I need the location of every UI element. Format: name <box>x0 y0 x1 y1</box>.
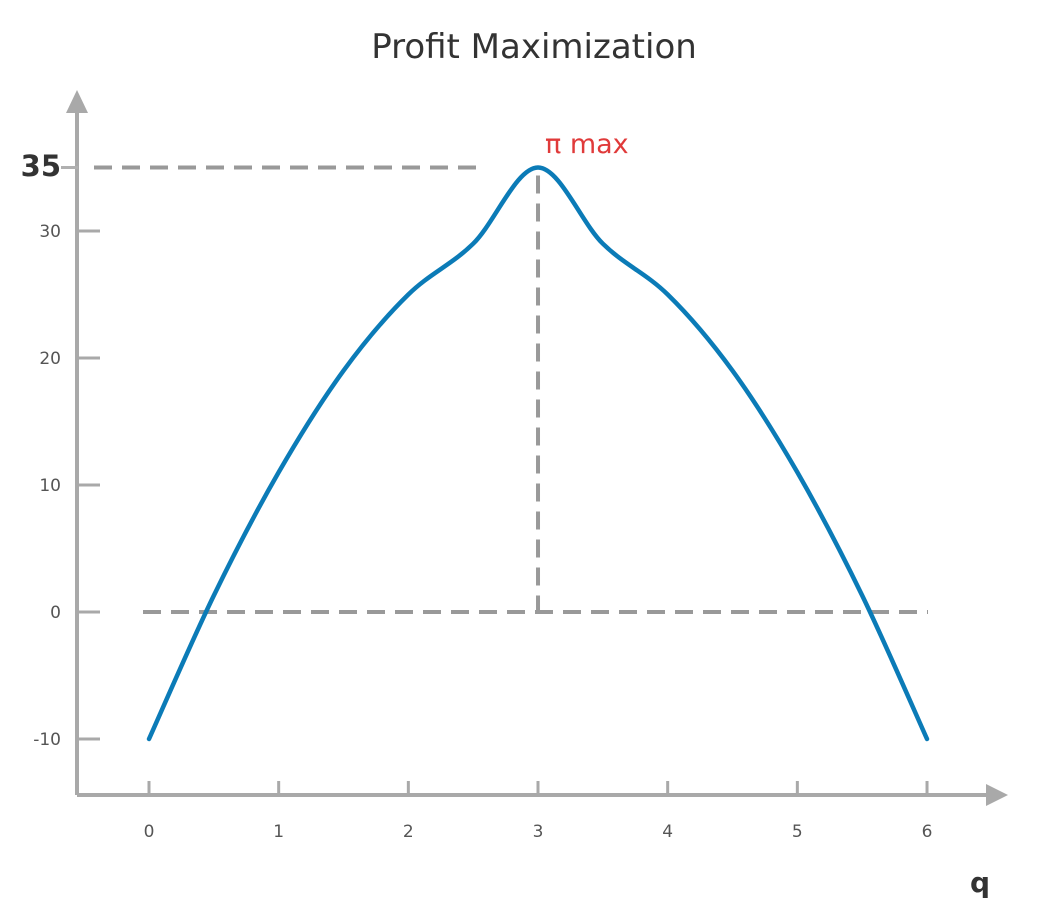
chart-title: Profit Maximization <box>371 27 697 67</box>
y-tick-label-30: 30 <box>39 222 61 242</box>
profit-curve <box>146 165 930 742</box>
x-axis-arrow <box>986 784 1008 806</box>
x-tick-label-2: 2 <box>403 822 414 842</box>
guide-lines <box>61 165 928 614</box>
profit-max-annotation: π max <box>545 129 629 160</box>
x-axis-label: q <box>970 866 990 899</box>
x-tick-label-3: 3 <box>533 822 544 842</box>
x-tick-label-0: 0 <box>144 822 155 842</box>
x-tick-label-6: 6 <box>922 822 933 842</box>
y-tick-label-20: 20 <box>39 349 61 369</box>
ticks: 0 1 2 3 4 5 6 -10 0 10 20 30 <box>33 222 932 842</box>
axes <box>66 90 1008 806</box>
y-axis-arrow <box>66 90 88 113</box>
x-tick-label-4: 4 <box>662 822 673 842</box>
x-tick-label-1: 1 <box>273 822 284 842</box>
y-tick-label-0: 0 <box>50 603 61 623</box>
y-tick-label-max: 35 <box>21 149 61 183</box>
x-tick-label-5: 5 <box>792 822 803 842</box>
y-tick-label-10: 10 <box>39 476 61 496</box>
y-tick-label--10: -10 <box>33 730 61 750</box>
